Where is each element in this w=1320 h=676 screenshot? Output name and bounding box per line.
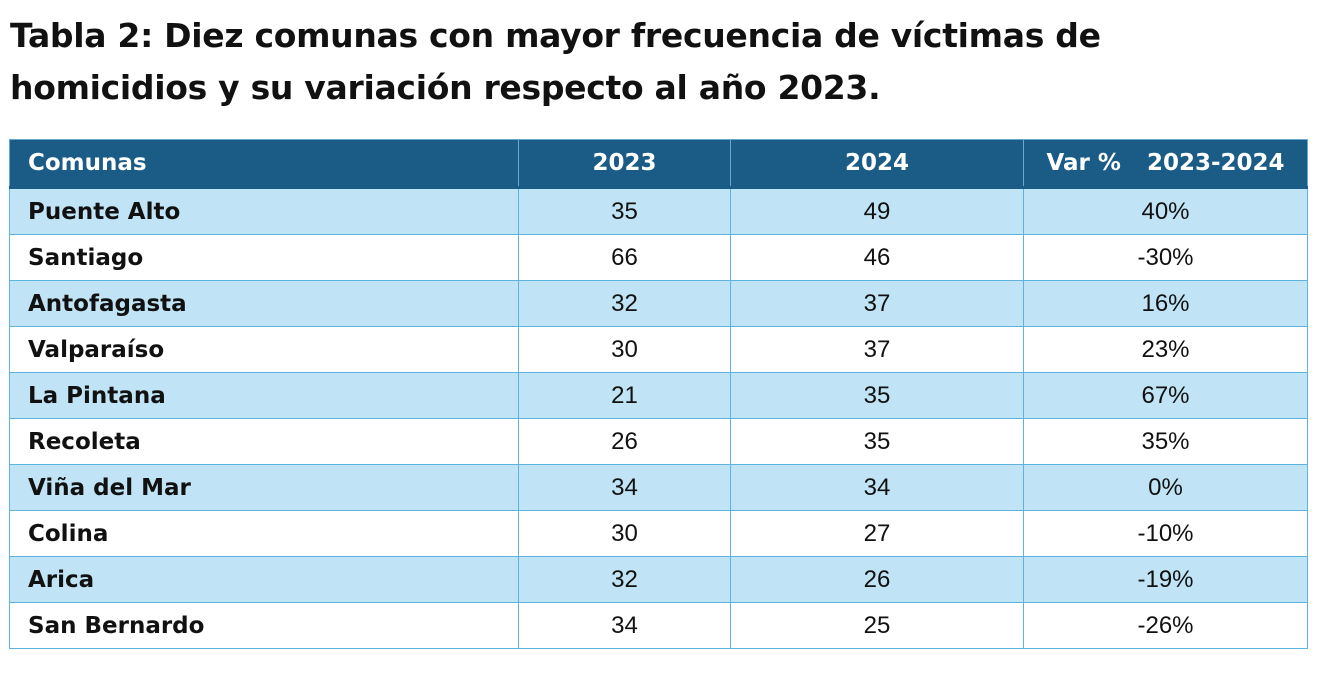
cell-variation: 23% (1023, 326, 1308, 373)
cell-comuna: Colina (9, 510, 519, 557)
cell-comuna: Valparaíso (9, 326, 519, 373)
cell-variation: 35% (1023, 418, 1308, 465)
table-row: Puente Alto 35 49 40% (9, 187, 1308, 235)
cell-2024: 27 (730, 510, 1024, 557)
cell-2023: 32 (518, 280, 731, 327)
header-2024: 2024 (730, 139, 1024, 189)
cell-variation: 67% (1023, 372, 1308, 419)
homicide-table: Comunas 2023 2024 Var % 2023-2024 Puente … (9, 139, 1308, 649)
header-var-period: 2023-2024 (1146, 150, 1285, 176)
table-row: Santiago 66 46 -30% (9, 234, 1308, 281)
cell-2023: 32 (518, 556, 731, 603)
table-row: Valparaíso 30 37 23% (9, 326, 1308, 373)
cell-comuna: Arica (9, 556, 519, 603)
table-row: Colina 30 27 -10% (9, 510, 1308, 557)
table-row: San Bernardo 34 25 -26% (9, 602, 1308, 649)
cell-2024: 34 (730, 464, 1024, 511)
table-title: Tabla 2: Diez comunas con mayor frecuenc… (10, 16, 1101, 107)
cell-2024: 35 (730, 372, 1024, 419)
cell-2023: 34 (518, 464, 731, 511)
cell-variation: -26% (1023, 602, 1308, 649)
cell-variation: 0% (1023, 464, 1308, 511)
cell-variation: -10% (1023, 510, 1308, 557)
cell-2024: 46 (730, 234, 1024, 281)
table-row: Arica 32 26 -19% (9, 556, 1308, 603)
cell-2024: 37 (730, 326, 1024, 373)
cell-2024: 26 (730, 556, 1024, 603)
cell-comuna: Viña del Mar (9, 464, 519, 511)
header-var-label: Var % (1046, 150, 1121, 176)
cell-variation: -30% (1023, 234, 1308, 281)
header-variation: Var % 2023-2024 (1023, 139, 1308, 189)
cell-comuna: Recoleta (9, 418, 519, 465)
header-comunas: Comunas (9, 139, 519, 189)
table-row: Recoleta 26 35 35% (9, 418, 1308, 465)
table-row: La Pintana 21 35 67% (9, 372, 1308, 419)
table-row: Viña del Mar 34 34 0% (9, 464, 1308, 511)
cell-comuna: Puente Alto (9, 187, 519, 235)
cell-comuna: Santiago (9, 234, 519, 281)
table-row: Antofagasta 32 37 16% (9, 280, 1308, 327)
cell-2024: 37 (730, 280, 1024, 327)
cell-2024: 35 (730, 418, 1024, 465)
table-body: Puente Alto 35 49 40% Santiago 66 46 -30% Antofa… (9, 187, 1308, 649)
cell-comuna: La Pintana (9, 372, 519, 419)
cell-2023: 26 (518, 418, 731, 465)
cell-2023: 30 (518, 510, 731, 557)
cell-comuna: Antofagasta (9, 280, 519, 327)
cell-variation: 40% (1023, 187, 1308, 235)
cell-2023: 66 (518, 234, 731, 281)
cell-comuna: San Bernardo (9, 602, 519, 649)
cell-2023: 30 (518, 326, 731, 373)
cell-variation: -19% (1023, 556, 1308, 603)
cell-2023: 34 (518, 602, 731, 649)
cell-2024: 25 (730, 602, 1024, 649)
header-2023: 2023 (518, 139, 731, 189)
cell-variation: 16% (1023, 280, 1308, 327)
cell-2023: 21 (518, 372, 731, 419)
cell-2023: 35 (518, 187, 731, 235)
header-row: Comunas 2023 2024 Var % 2023-2024 (9, 139, 1308, 189)
cell-2024: 49 (730, 187, 1024, 235)
